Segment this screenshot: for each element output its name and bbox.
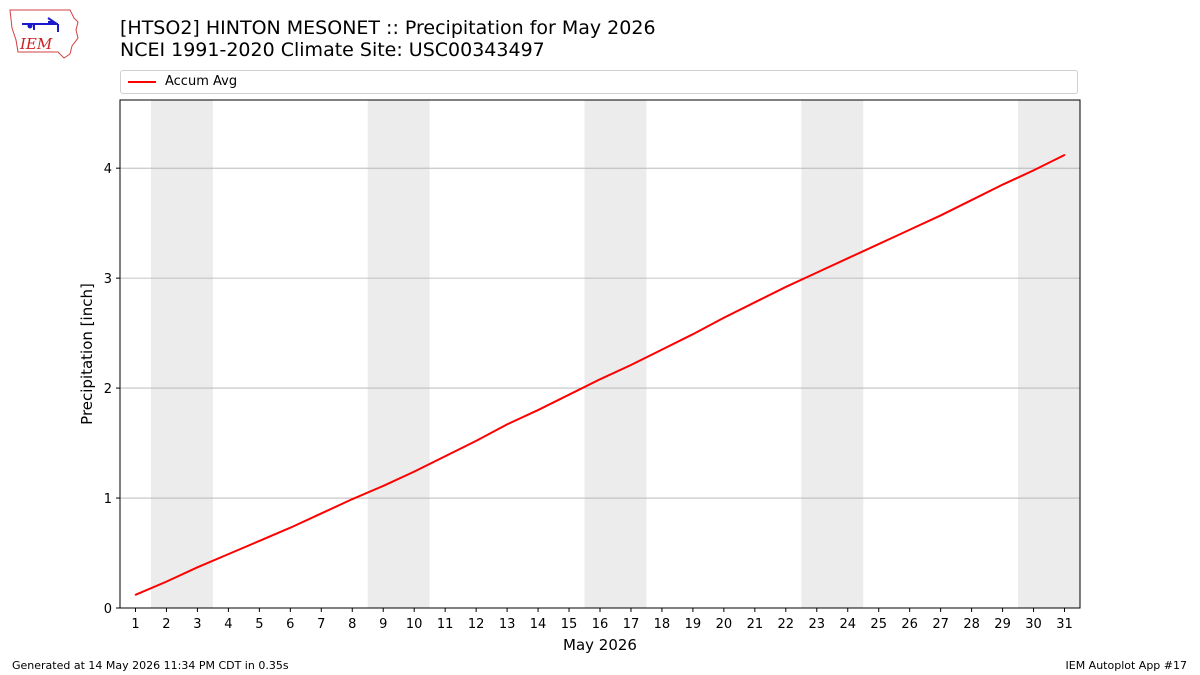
data-point xyxy=(599,378,601,381)
x-tick-label: 25 xyxy=(870,617,887,632)
data-point xyxy=(970,199,973,201)
data-point xyxy=(444,455,446,458)
data-point xyxy=(877,243,880,245)
x-tick-label: 30 xyxy=(1025,617,1042,632)
data-point xyxy=(537,409,539,411)
x-tick-label: 21 xyxy=(747,617,764,632)
data-point xyxy=(227,553,230,555)
x-tick-label: 18 xyxy=(654,617,671,632)
x-tick-label: 17 xyxy=(623,617,640,632)
x-tick-label: 16 xyxy=(592,617,609,632)
x-tick-label: 29 xyxy=(994,617,1011,632)
weekend-band xyxy=(801,100,864,608)
data-point xyxy=(165,580,168,583)
weekend-band xyxy=(1018,100,1080,608)
chart-title: [HTSO2] HINTON MESONET :: Precipitation … xyxy=(120,17,656,61)
x-tick-label: 20 xyxy=(716,617,733,632)
x-tick-label: 23 xyxy=(809,617,826,632)
logo-text: IEM xyxy=(19,35,53,53)
data-point xyxy=(258,540,261,542)
data-point xyxy=(692,333,694,336)
legend: Accum Avg xyxy=(120,70,1078,94)
x-tick-label: 13 xyxy=(499,617,516,632)
x-tick-label: 24 xyxy=(839,617,856,632)
weekend-band xyxy=(584,100,647,608)
x-axis-label: May 2026 xyxy=(563,636,637,654)
data-point xyxy=(320,512,323,515)
data-point xyxy=(382,485,385,487)
data-point xyxy=(723,316,725,319)
x-tick-label: 22 xyxy=(778,617,795,632)
title-line-2: NCEI 1991-2020 Climate Site: USC00343497 xyxy=(120,39,545,61)
x-tick-label: 26 xyxy=(901,617,918,632)
data-point xyxy=(475,440,477,442)
x-tick-label: 19 xyxy=(685,617,702,632)
data-point xyxy=(1001,183,1004,186)
weather-station-icon xyxy=(22,17,59,32)
x-tick-label: 5 xyxy=(255,617,263,632)
y-tick-label: 3 xyxy=(104,272,112,287)
legend-swatch-accum-avg xyxy=(128,81,156,83)
y-tick-label: 1 xyxy=(104,492,112,507)
x-tick-label: 7 xyxy=(317,617,325,632)
data-point xyxy=(754,301,756,304)
y-tick-label: 2 xyxy=(104,382,112,397)
data-point xyxy=(908,228,911,231)
x-tick-label: 10 xyxy=(406,617,423,632)
data-point xyxy=(506,423,508,426)
data-point xyxy=(939,214,942,217)
data-point xyxy=(1032,169,1035,172)
iowa-state-outline xyxy=(9,9,79,59)
data-point xyxy=(134,594,137,596)
weekend-band xyxy=(150,100,213,608)
legend-label-accum-avg: Accum Avg xyxy=(165,74,238,89)
data-point xyxy=(661,348,663,351)
y-tick-label: 4 xyxy=(104,162,112,177)
data-point xyxy=(413,470,415,473)
y-tick-label: 0 xyxy=(104,602,112,617)
x-tick-label: 28 xyxy=(963,617,980,632)
x-tick-label: 31 xyxy=(1056,617,1073,632)
data-point xyxy=(351,498,354,500)
y-axis-label: Precipitation [inch] xyxy=(78,283,96,425)
x-tick-label: 1 xyxy=(131,617,139,632)
data-point xyxy=(289,526,292,529)
data-point xyxy=(1063,154,1066,156)
data-point xyxy=(630,364,632,366)
iem-logo: IEM xyxy=(9,9,79,59)
x-tick-label: 14 xyxy=(530,617,547,632)
x-tick-label: 3 xyxy=(193,617,201,632)
weekend-band xyxy=(367,100,430,608)
generated-footnote: Generated at 14 May 2026 11:34 PM CDT in… xyxy=(12,659,289,672)
x-tick-label: 6 xyxy=(286,617,294,632)
data-point xyxy=(785,286,787,288)
data-point xyxy=(815,271,818,274)
x-tick-label: 12 xyxy=(468,617,485,632)
data-point xyxy=(196,566,199,569)
data-point xyxy=(846,257,849,260)
x-tick-label: 11 xyxy=(437,617,454,632)
x-tick-label: 27 xyxy=(932,617,949,632)
title-line-1: [HTSO2] HINTON MESONET :: Precipitation … xyxy=(120,17,656,39)
x-tick-label: 4 xyxy=(224,617,232,632)
x-tick-label: 9 xyxy=(379,617,387,632)
x-tick-label: 2 xyxy=(162,617,170,632)
x-tick-label: 8 xyxy=(348,617,356,632)
data-point xyxy=(568,393,570,396)
x-tick-label: 15 xyxy=(561,617,578,632)
app-footnote: IEM Autoplot App #17 xyxy=(1065,659,1188,672)
